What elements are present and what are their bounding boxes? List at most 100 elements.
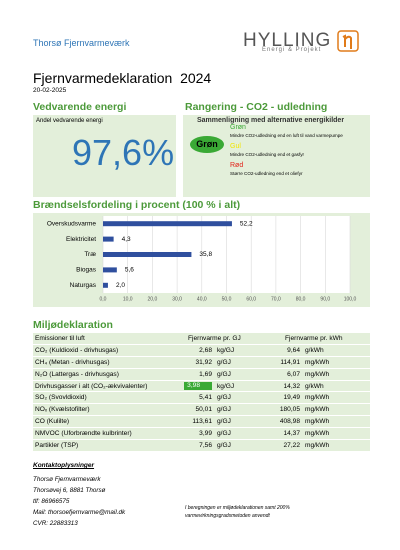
table-cell: NMVOC (Uforbrændte kulbrinter) (35, 430, 132, 438)
x-tick-label: 40,0 (197, 296, 207, 302)
x-tick-label: 100,0 (344, 296, 357, 302)
x-tick-label: 70,0 (271, 296, 281, 302)
level-text: Mindre CO2-udledning end et gasfyr (230, 152, 305, 157)
ranking-box (183, 115, 370, 197)
table-cell: mg/kWh (305, 430, 330, 438)
chart: 0,0 10,0 20,0 30,0 40,0 50,0 60,0 70,0 80,0 90,0 1… (47, 216, 357, 302)
bar (103, 267, 117, 273)
table-cell: 113,61 (192, 418, 212, 426)
table-cell: mg/kWh (305, 406, 330, 414)
table-row: Drivhusgasser i alt (CO₂-ækvivalenter) 3,… (33, 380, 370, 393)
table-row: NMVOC (Uforbrændte kulbrinter) 3,99 g/GJ 14… (33, 428, 370, 441)
x-tick-label: 0,0 (100, 296, 107, 302)
y-tick-label: Naturgas (70, 282, 97, 289)
logo-icon (337, 30, 359, 52)
footnote-line: I beregningen er miljødeklarationen samt… (185, 505, 290, 511)
table-cell: 7,56 (199, 442, 212, 450)
contact-line: Thorsø Fjernvarmeværk (33, 476, 101, 483)
ranking-result: Grøn (190, 136, 224, 153)
level-label: Gul (230, 143, 241, 150)
table-cell: 6,07 (287, 370, 300, 378)
renewable-box (33, 115, 176, 197)
x-tick-label: 60,0 (246, 296, 256, 302)
table-cell: kg/GJ (217, 382, 235, 390)
value-label: 2,0 (116, 282, 125, 289)
table-cell: SO₂ (Svovldioxid) (35, 394, 87, 402)
table-cell: 5,41 (199, 394, 212, 402)
contact-line: CVR: 22883313 (33, 520, 78, 527)
title: Fjernvarmedeklaration 2024 (33, 70, 211, 86)
header-cell: Fjernvarme pr. GJ (188, 335, 241, 342)
header-cell: Emissioner til luft (35, 335, 85, 342)
table-cell: Drivhusgasser i alt (CO₂-ækvivalenter) (35, 382, 148, 390)
table-cell: g/GJ (217, 442, 231, 450)
table-cell: 408,98 (279, 418, 300, 426)
section-heading: Rangering - CO2 - udledning (185, 101, 328, 113)
y-tick-label: Biogas (76, 267, 97, 274)
table-cell: mg/kWh (305, 370, 330, 378)
table-cell: 14,37 (283, 430, 300, 438)
table-cell: mg/kWh (305, 418, 330, 426)
contact-line: Mail: thorsoefjernvarme@mail.dk (33, 509, 126, 516)
renewable-label: Andel vedvarende energi (36, 118, 103, 124)
table-header: Emissioner til luft Fjernvarme pr. GJ Fjer… (33, 333, 370, 345)
value-label: 35,8 (199, 251, 212, 258)
table-row: CH₄ (Metan - drivhusgas) 31,92 g/GJ 114,91 m… (33, 356, 370, 369)
table-row: SO₂ (Svovldioxid) 5,41 g/GJ 19,49 mg/kWh (33, 392, 370, 405)
table-cell: g/GJ (217, 358, 231, 366)
renewable-value: 97,6% (72, 132, 175, 173)
level-label: Rød (230, 162, 244, 169)
y-tick-label: Træ (84, 251, 96, 258)
table-cell: 19,49 (283, 394, 300, 402)
title-text: Fjernvarmedeklaration (33, 70, 173, 86)
table-cell: g/GJ (217, 394, 231, 402)
table-cell: mg/kWh (305, 394, 330, 402)
table-cell: CH₄ (Metan - drivhusgas) (35, 358, 110, 366)
value-label: 52,2 (240, 220, 253, 227)
table-cell: 27,22 (283, 442, 300, 450)
table-cell: Partikler (TSP) (35, 442, 79, 450)
level-text: Mindre CO2-udledning end en luft til van… (230, 133, 343, 138)
table-cell: mg/kWh (305, 442, 330, 450)
contact-heading: Kontaktoplysninger (33, 462, 95, 469)
section-heading: Vedvarende energi (33, 101, 127, 113)
year: 2024 (180, 70, 212, 86)
x-tick-label: 30,0 (172, 296, 182, 302)
table-cell: 9,64 (287, 346, 300, 354)
table-cell: 14,32 (283, 382, 300, 390)
bar (103, 282, 108, 288)
table-cell: N₂O (Lattergas - drivhusgas) (35, 370, 119, 378)
bar (103, 221, 232, 227)
table-cell: 114,91 (280, 358, 300, 366)
table-row: NOₓ (Kvælstofilter) 50,01 g/GJ 180,05 mg/kWh (33, 404, 370, 417)
date: 20-02-2025 (33, 87, 67, 94)
level-label: Grøn (230, 124, 246, 131)
x-tick-label: 80,0 (296, 296, 306, 302)
level-text: Større CO2-udledning end et oliefyr (230, 171, 303, 176)
table-cell: g/GJ (217, 406, 231, 414)
table-cell: kg/GJ (217, 346, 235, 354)
bar (103, 236, 114, 242)
x-tick-label: 90,0 (320, 296, 330, 302)
table-row: CO₂ (Kuldioxid - drivhusgas) 2,68 kg/GJ 9,6… (33, 344, 370, 357)
section-heading: Brændselsfordeling i procent (100 % i al… (33, 199, 241, 211)
table-row: N₂O (Lattergas - drivhusgas) 1,69 g/GJ 6,07… (33, 368, 370, 381)
table-cell: g/GJ (217, 430, 231, 438)
x-tick-label: 20,0 (148, 296, 158, 302)
logo-name: HYLLING (243, 30, 332, 51)
table-cell: CO (Kulilte) (35, 418, 70, 426)
table-cell: 3,98 (184, 381, 212, 390)
y-tick-label: Overskudsvarme (47, 220, 97, 227)
table-cell: CO₂ (Kuldioxid - drivhusgas) (35, 346, 119, 354)
bar (103, 252, 192, 257)
table-cell: mg/kWh (305, 358, 330, 366)
value-label: 4,3 (122, 236, 131, 243)
table-cell: 180,05 (279, 406, 300, 414)
table-cell: 31,92 (195, 358, 212, 366)
table-cell: g/GJ (217, 370, 231, 378)
value-label: 5,6 (125, 267, 134, 274)
section-heading: Miljødeklaration (33, 319, 113, 331)
table-cell: 1,69 (199, 370, 212, 378)
table-cell: 50,01 (195, 406, 212, 414)
header-cell: Fjernvarme pr. kWh (285, 335, 343, 342)
